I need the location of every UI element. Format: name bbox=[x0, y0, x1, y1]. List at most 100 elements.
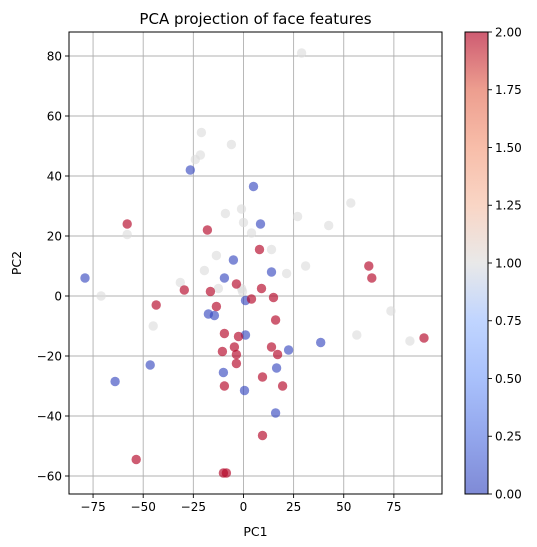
colorbar-tick-label: 1.25 bbox=[495, 199, 522, 213]
scatter-points bbox=[80, 48, 428, 477]
scatter-point bbox=[267, 342, 276, 351]
scatter-point bbox=[364, 261, 373, 270]
scatter-point bbox=[132, 455, 141, 464]
colorbar-tick-label: 0.00 bbox=[495, 487, 522, 501]
scatter-point bbox=[271, 315, 280, 324]
scatter-point bbox=[419, 333, 428, 342]
y-axis-label: PC2 bbox=[9, 251, 24, 275]
x-tick-label: −25 bbox=[181, 500, 206, 514]
scatter-point bbox=[324, 221, 333, 230]
scatter-point bbox=[234, 332, 243, 341]
x-tick-label: 0 bbox=[240, 500, 248, 514]
colorbar-tick-label: 0.25 bbox=[495, 430, 522, 444]
scatter-point bbox=[218, 347, 227, 356]
scatter-point bbox=[110, 377, 119, 386]
scatter-point bbox=[247, 228, 256, 237]
scatter-point bbox=[206, 287, 215, 296]
scatter-point bbox=[222, 468, 231, 477]
grid bbox=[69, 32, 442, 494]
scatter-point bbox=[229, 255, 238, 264]
scatter-point bbox=[210, 311, 219, 320]
scatter-point bbox=[152, 300, 161, 309]
colorbar-tick-label: 1.75 bbox=[495, 83, 522, 97]
colorbar-tick-label: 2.00 bbox=[495, 25, 522, 39]
x-tick-label: 25 bbox=[286, 500, 301, 514]
y-tick-label: −40 bbox=[37, 409, 62, 423]
scatter-point bbox=[272, 363, 281, 372]
scatter-point bbox=[240, 386, 249, 395]
axis-ticks: −75 −50 −25 0 25 50 75 −60 −40 −20 0 20 40 60 80 bbox=[37, 49, 402, 514]
y-tick-label: 60 bbox=[47, 109, 62, 123]
scatter-point bbox=[214, 284, 223, 293]
scatter-point bbox=[386, 306, 395, 315]
scatter-point bbox=[186, 165, 195, 174]
scatter-point bbox=[257, 284, 266, 293]
scatter-point bbox=[269, 293, 278, 302]
scatter-point bbox=[267, 267, 276, 276]
x-tick-label: 75 bbox=[386, 500, 401, 514]
scatter-point bbox=[271, 408, 280, 417]
scatter-point bbox=[221, 209, 230, 218]
scatter-point bbox=[249, 182, 258, 191]
scatter-point bbox=[284, 345, 293, 354]
y-tick-label: −20 bbox=[37, 349, 62, 363]
scatter-point bbox=[96, 291, 105, 300]
colorbar-tick-label: 1.00 bbox=[495, 256, 522, 270]
colorbar-tick-label: 0.75 bbox=[495, 314, 522, 328]
scatter-point bbox=[146, 360, 155, 369]
x-axis-label: PC1 bbox=[243, 524, 267, 539]
scatter-point bbox=[232, 279, 241, 288]
scatter-point bbox=[197, 128, 206, 137]
x-tick-label: 50 bbox=[336, 500, 351, 514]
scatter-point bbox=[149, 321, 158, 330]
scatter-point bbox=[352, 330, 361, 339]
scatter-point bbox=[203, 225, 212, 234]
scatter-point bbox=[238, 287, 247, 296]
scatter-point bbox=[80, 273, 89, 282]
scatter-point bbox=[239, 218, 248, 227]
y-tick-label: 80 bbox=[47, 49, 62, 63]
colorbar: 0.00 0.25 0.50 0.75 1.00 1.25 1.50 1.75 2.00 bbox=[465, 25, 522, 501]
y-tick-label: 0 bbox=[54, 289, 62, 303]
scatter-point bbox=[282, 269, 291, 278]
scatter-point bbox=[220, 273, 229, 282]
chart-title: PCA projection of face features bbox=[139, 10, 371, 28]
scatter-point bbox=[212, 302, 221, 311]
scatter-point bbox=[258, 431, 267, 440]
colorbar-ticks: 0.00 0.25 0.50 0.75 1.00 1.25 1.50 1.75 2.00 bbox=[488, 25, 522, 501]
scatter-point bbox=[180, 285, 189, 294]
scatter-point bbox=[297, 48, 306, 57]
scatter-point bbox=[301, 261, 310, 270]
x-tick-label: −75 bbox=[80, 500, 105, 514]
scatter-point bbox=[237, 204, 246, 213]
scatter-point bbox=[256, 219, 265, 228]
y-tick-label: 40 bbox=[47, 169, 62, 183]
scatter-point bbox=[273, 350, 282, 359]
scatter-point bbox=[219, 368, 228, 377]
scatter-point bbox=[200, 266, 209, 275]
scatter-point bbox=[227, 140, 236, 149]
scatter-point bbox=[191, 155, 200, 164]
scatter-point bbox=[123, 219, 132, 228]
scatter-point bbox=[123, 230, 132, 239]
x-tick-label: −50 bbox=[131, 500, 156, 514]
scatter-point bbox=[267, 245, 276, 254]
scatter-point bbox=[232, 359, 241, 368]
scatter-point bbox=[278, 381, 287, 390]
scatter-point bbox=[230, 342, 239, 351]
scatter-point bbox=[255, 245, 264, 254]
scatter-point bbox=[258, 372, 267, 381]
scatter-point bbox=[367, 273, 376, 282]
scatter-point bbox=[220, 381, 229, 390]
y-tick-label: 20 bbox=[47, 229, 62, 243]
scatter-point bbox=[247, 294, 256, 303]
scatter-point bbox=[293, 212, 302, 221]
scatter-point bbox=[212, 251, 221, 260]
scatter-point bbox=[316, 338, 325, 347]
colorbar-gradient bbox=[465, 32, 488, 494]
colorbar-tick-label: 0.50 bbox=[495, 372, 522, 386]
scatter-point bbox=[405, 336, 414, 345]
scatter-point bbox=[220, 329, 229, 338]
colorbar-tick-label: 1.50 bbox=[495, 141, 522, 155]
